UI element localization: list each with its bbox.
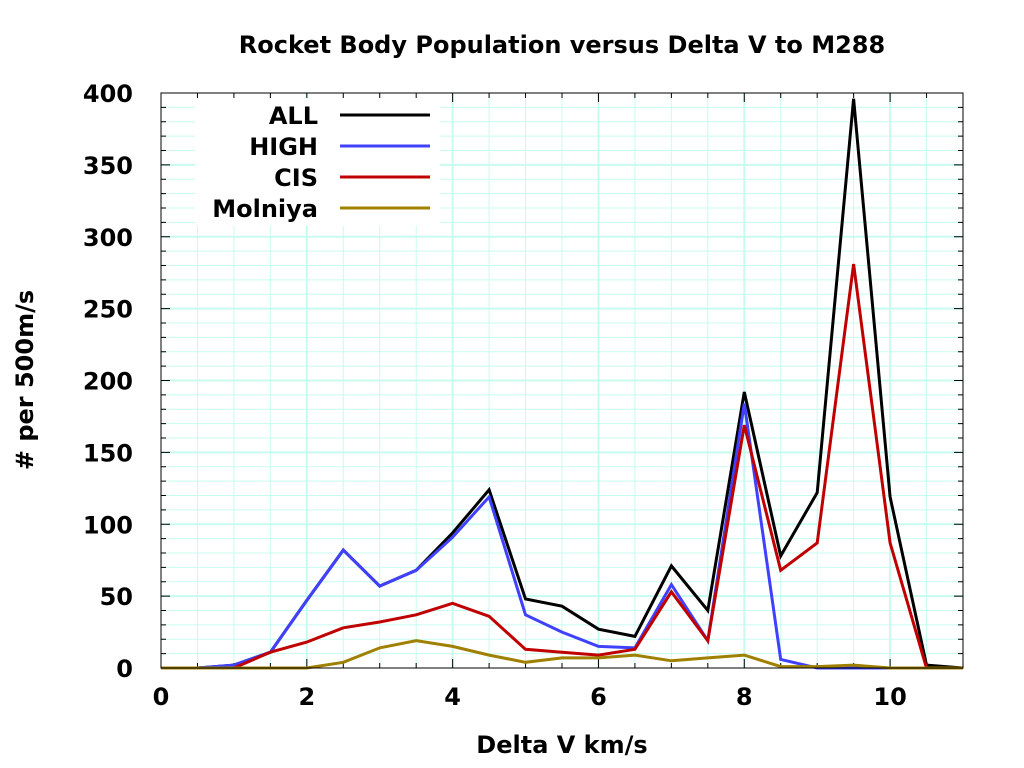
x-tick-label: 0 [153, 683, 170, 711]
legend: ALL HIGH CIS Molniya [212, 102, 430, 223]
x-tick-label: 4 [444, 683, 461, 711]
legend-label-high: HIGH [249, 133, 318, 161]
x-axis-label: Delta V km/s [476, 731, 647, 759]
y-tick-label: 200 [83, 368, 133, 396]
y-tick-label: 150 [83, 439, 133, 467]
y-tick-label: 50 [100, 583, 133, 611]
legend-label-all: ALL [269, 102, 318, 130]
x-tick-label: 8 [736, 683, 753, 711]
x-tick-label: 2 [298, 683, 315, 711]
y-tick-label: 300 [83, 224, 133, 252]
y-tick-label: 400 [83, 80, 133, 108]
y-tick-label: 100 [83, 511, 133, 539]
y-axis-label: # per 500m/s [11, 290, 39, 470]
x-tick-label: 6 [590, 683, 607, 711]
plot-frame [160, 92, 964, 669]
chart-title: Rocket Body Population versus Delta V to… [239, 31, 885, 59]
tick-labels: 0 50 100 150 200 250 300 350 400 0 2 4 6 8 10 [83, 80, 907, 711]
y-tick-label: 0 [116, 655, 133, 683]
y-tick-label: 250 [83, 296, 133, 324]
x-tick-label: 10 [873, 683, 906, 711]
y-tick-label: 350 [83, 152, 133, 180]
legend-label-molniya: Molniya [212, 195, 318, 223]
legend-background [195, 98, 440, 226]
legend-label-cis: CIS [274, 164, 318, 192]
series-line-cis [161, 263, 963, 670]
